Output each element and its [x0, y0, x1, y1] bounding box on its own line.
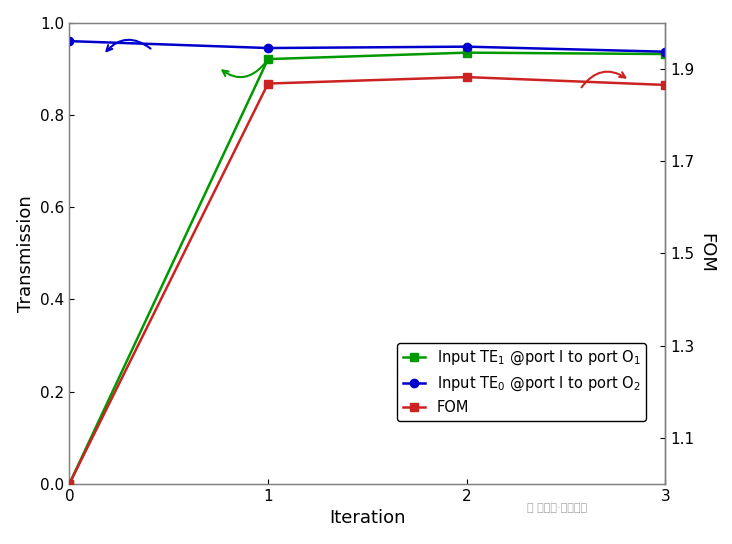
Text: 微 公众号·摩尔芯创: 微 公众号·摩尔芯创 — [527, 503, 587, 514]
Y-axis label: Transmission: Transmission — [17, 195, 34, 312]
X-axis label: Iteration: Iteration — [329, 509, 406, 527]
Y-axis label: FOM: FOM — [698, 233, 715, 273]
Legend: Input TE$_1$ @port I to port O$_1$, Input TE$_0$ @port I to port O$_2$, FOM: Input TE$_1$ @port I to port O$_1$, Inpu… — [397, 343, 646, 421]
